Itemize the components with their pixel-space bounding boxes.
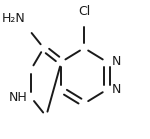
Text: NH: NH (8, 91, 27, 104)
Text: N: N (112, 55, 121, 68)
Text: Cl: Cl (78, 5, 90, 18)
Text: H₂N: H₂N (2, 12, 26, 25)
Text: N: N (112, 83, 121, 96)
